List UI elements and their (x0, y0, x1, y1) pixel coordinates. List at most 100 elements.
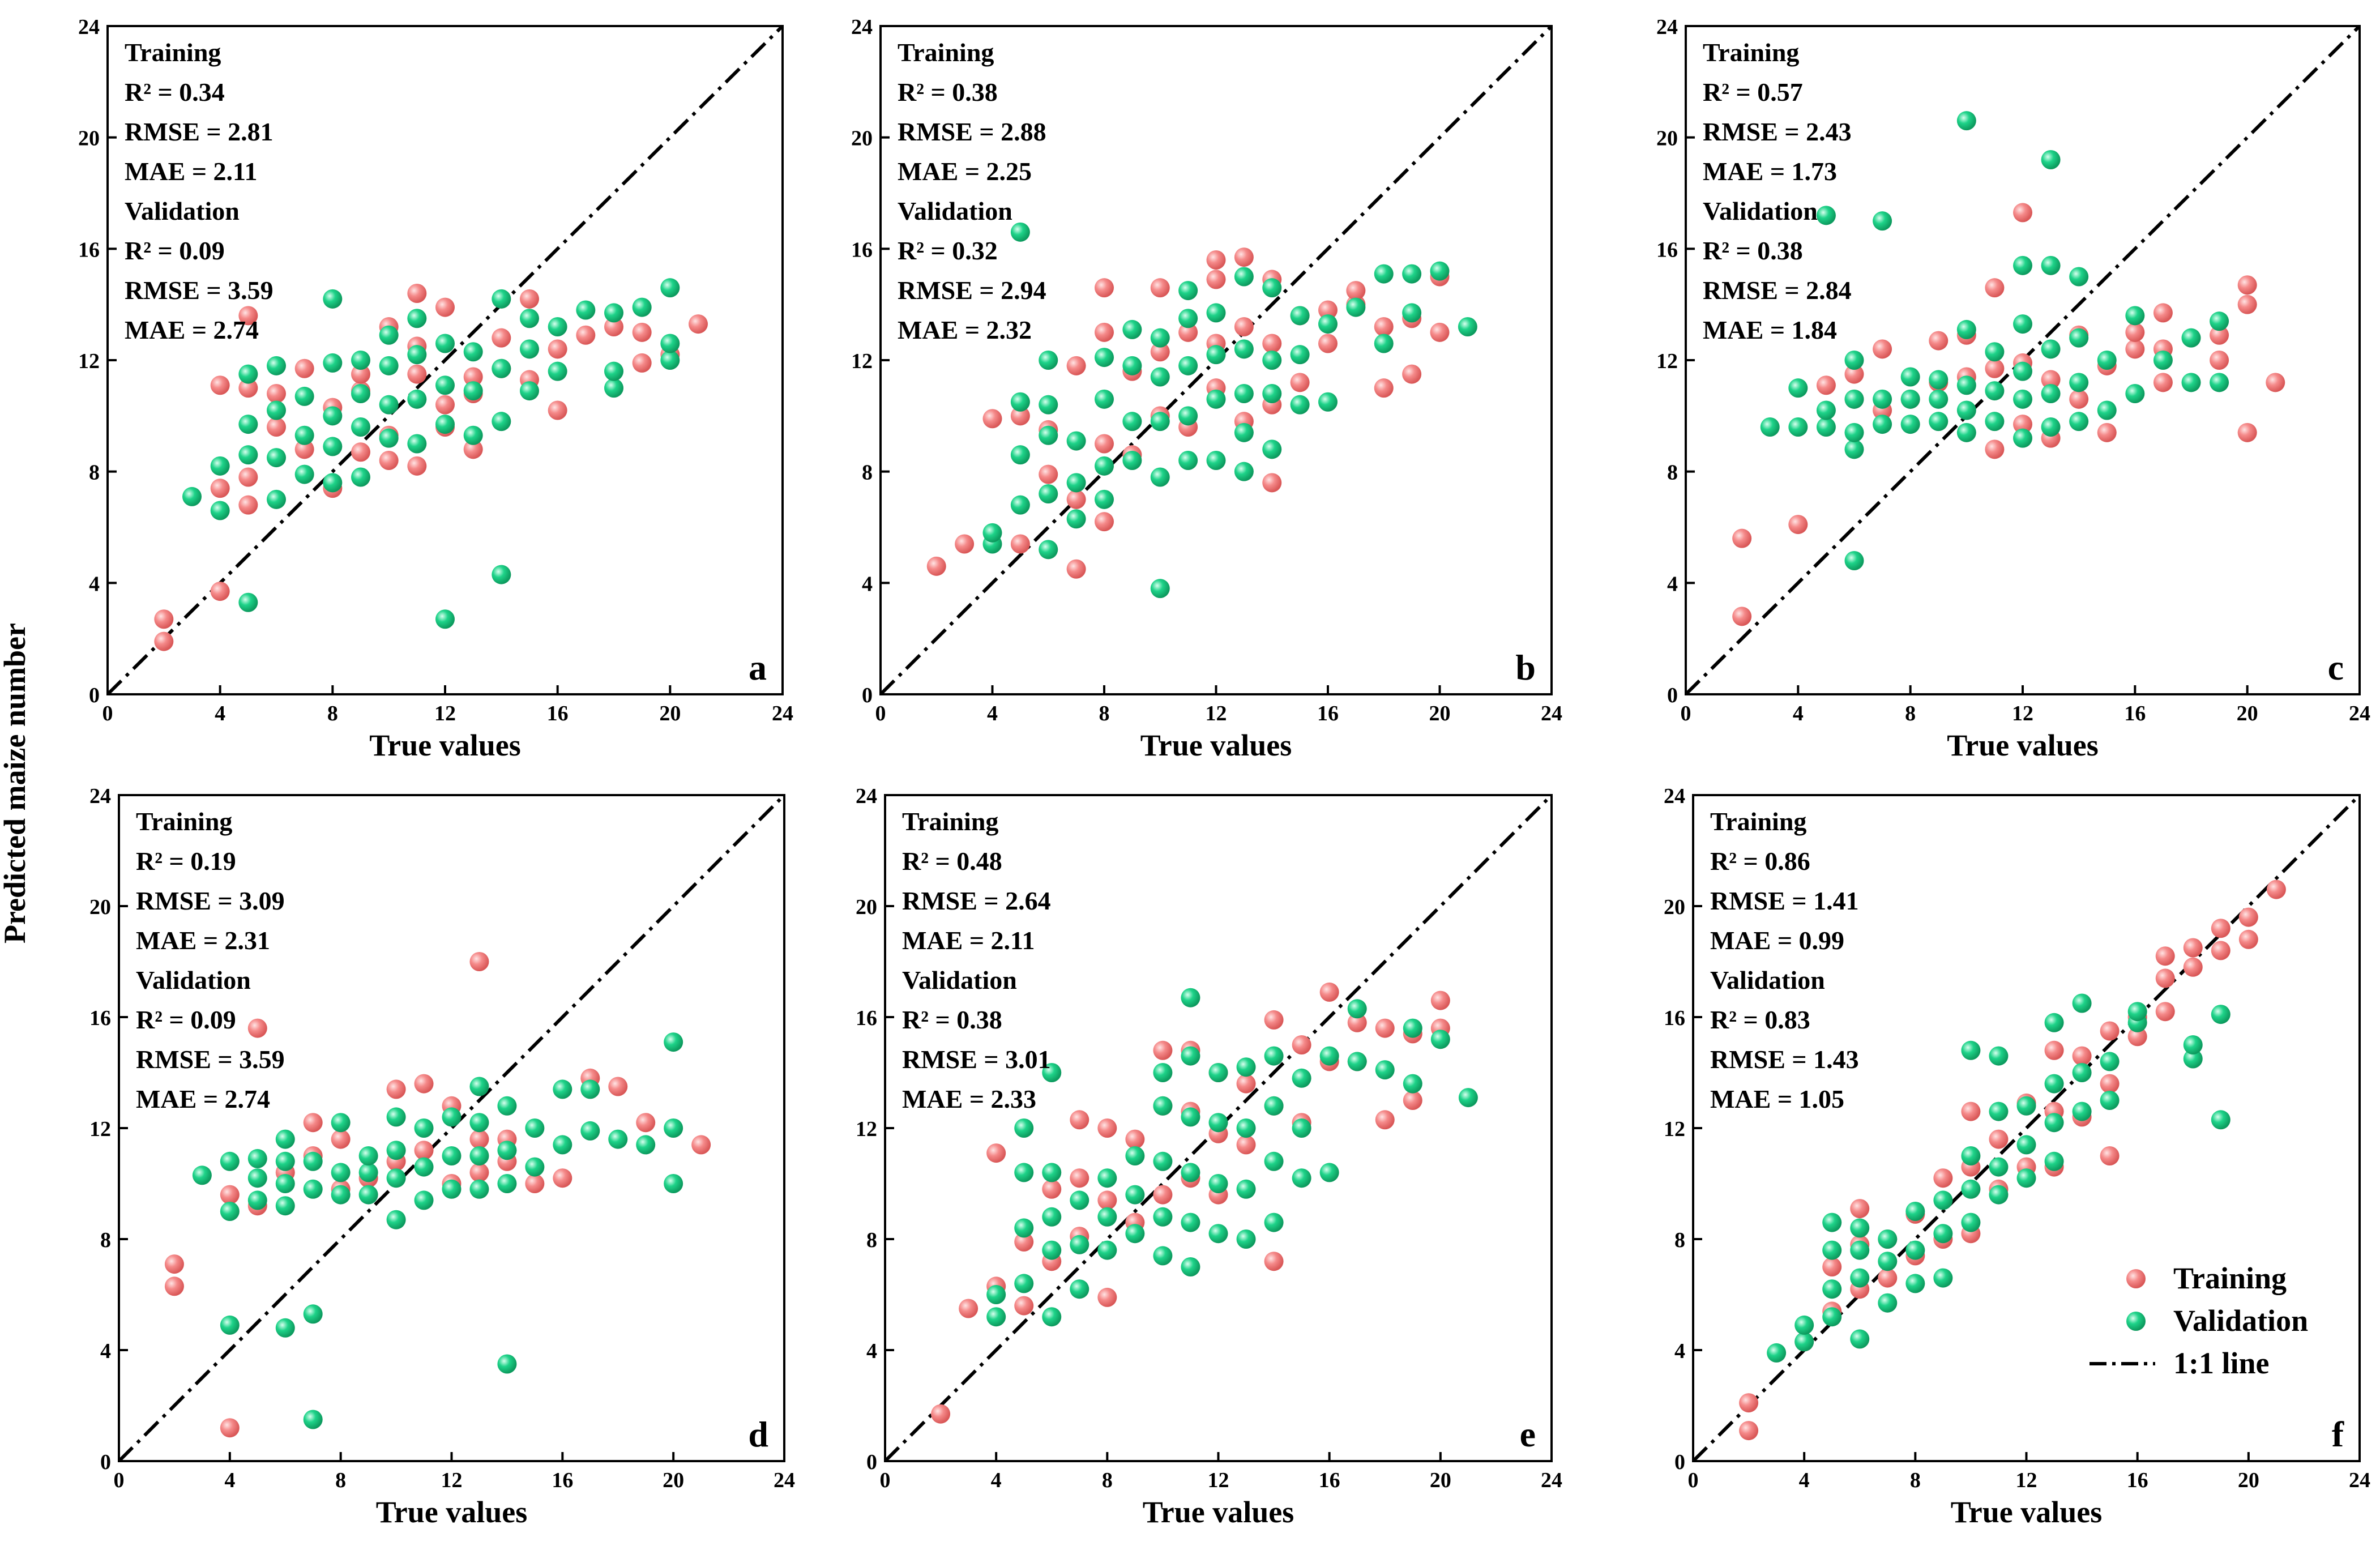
validation-point (525, 1118, 545, 1138)
y-tick-label: 8 (866, 1228, 877, 1252)
validation-point (1066, 509, 1086, 529)
validation-point (1181, 988, 1200, 1007)
training-point (469, 1163, 489, 1182)
stats-training-r2: R² = 0.19 (136, 847, 236, 876)
stats-training-r2: R² = 0.86 (1710, 847, 1810, 876)
training-point (1097, 1287, 1117, 1307)
validation-point (1150, 467, 1170, 487)
validation-point (1403, 1018, 1422, 1038)
validation-point (2013, 428, 2032, 448)
x-tick-label: 4 (991, 1468, 1002, 1492)
validation-point (1153, 1246, 1173, 1266)
validation-point (2013, 255, 2032, 275)
training-point (1264, 1010, 1284, 1030)
validation-point (1956, 400, 1976, 420)
training-point (1985, 278, 2005, 298)
training-point (2210, 325, 2229, 345)
training-point (982, 409, 1002, 429)
x-tick-label: 8 (1910, 1468, 1921, 1492)
x-axis-title: True values (1140, 728, 1292, 762)
validation-point (1878, 1293, 1898, 1313)
training-point (1066, 559, 1086, 579)
training-point (1014, 1296, 1034, 1316)
training-point (2153, 373, 2173, 392)
training-point (303, 1113, 323, 1133)
validation-point (1264, 1151, 1284, 1171)
stats-training-mae: MAE = 2.11 (902, 926, 1035, 955)
validation-point (1961, 1146, 1981, 1165)
validation-point (1989, 1101, 2009, 1121)
training-point (1264, 1252, 1284, 1271)
validation-point (1985, 381, 2005, 401)
validation-point (442, 1146, 462, 1165)
validation-point (1206, 389, 1226, 409)
stats-validation-label: Validation (136, 966, 251, 994)
training-point (1375, 1018, 1395, 1038)
validation-point (1873, 211, 1892, 231)
y-tick-label: 20 (856, 895, 877, 919)
validation-point (2041, 384, 2061, 403)
validation-point (1014, 1118, 1034, 1138)
stats-training-mae: MAE = 2.25 (898, 157, 1032, 186)
series-validation (182, 278, 680, 629)
validation-point (1208, 1063, 1228, 1082)
validation-point (1236, 1057, 1256, 1077)
x-tick-label: 0 (114, 1468, 125, 1492)
validation-point (2041, 255, 2061, 275)
stats-training-rmse: RMSE = 2.43 (1703, 117, 1852, 146)
stats-validation-label: Validation (902, 966, 1017, 994)
y-tick-label: 24 (851, 15, 873, 39)
training-point (331, 1129, 351, 1149)
x-axis-title: True values (1143, 1495, 1294, 1529)
y-tick-label: 12 (851, 349, 873, 373)
validation-point (358, 1146, 378, 1165)
validation-point (1039, 351, 1058, 370)
training-point (2211, 919, 2231, 938)
y-tick-label: 16 (1656, 238, 1678, 262)
validation-point (323, 437, 343, 456)
validation-point (379, 428, 399, 448)
training-point (164, 1276, 184, 1296)
validation-point (664, 1174, 683, 1193)
validation-point (576, 300, 596, 320)
validation-point (1206, 345, 1226, 365)
validation-point (2044, 1113, 2064, 1133)
validation-point (1095, 456, 1114, 476)
training-point (1236, 1074, 1256, 1094)
x-tick-label: 0 (880, 1468, 891, 1492)
training-point (469, 1129, 489, 1149)
validation-point (1181, 1107, 1200, 1127)
validation-point (463, 425, 483, 445)
validation-point (1430, 1030, 1450, 1049)
validation-point (1900, 389, 1920, 409)
validation-point (604, 361, 623, 381)
x-tick-label: 16 (1317, 702, 1339, 725)
validation-point (469, 1179, 489, 1199)
validation-point (1153, 1063, 1173, 1082)
validation-point (1262, 439, 1282, 459)
validation-point (2100, 1091, 2120, 1110)
validation-point (1956, 375, 1976, 395)
stats-training-rmse: RMSE = 2.64 (902, 886, 1051, 915)
validation-point (1402, 303, 1422, 323)
training-point (351, 442, 370, 462)
training-point (1402, 364, 1422, 384)
training-point (608, 1077, 628, 1096)
validation-point (604, 378, 623, 398)
validation-point (238, 592, 258, 612)
validation-point (331, 1185, 351, 1205)
training-point (1430, 322, 1450, 342)
validation-point (497, 1354, 517, 1374)
training-point (1850, 1199, 1870, 1219)
training-point (164, 1254, 184, 1274)
validation-point (1788, 417, 1808, 437)
x-tick-label: 0 (1688, 1468, 1699, 1492)
validation-point (1070, 1235, 1089, 1254)
y-tick-label: 0 (100, 1450, 111, 1474)
training-point (1066, 489, 1086, 509)
stats-training-r2: R² = 0.48 (902, 847, 1002, 876)
x-tick-label: 20 (659, 702, 681, 725)
panel-letter: c (2328, 647, 2344, 688)
legend-training-label: Training (2173, 1261, 2287, 1295)
validation-point (267, 489, 286, 509)
